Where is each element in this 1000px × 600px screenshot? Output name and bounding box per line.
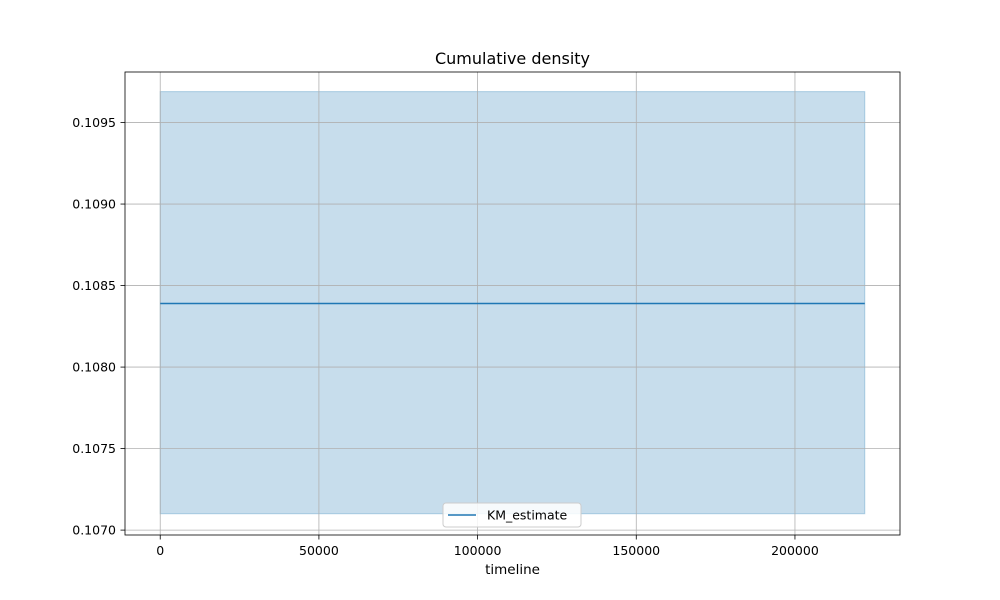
axes-frame (124, 71, 901, 536)
x-axis-label: timeline (485, 562, 540, 578)
plot-area: 0 50000 100000 150000 200000 0.1070 0.1075 0.10… (72, 71, 901, 558)
y-tick-label: 0.1090 (72, 197, 116, 212)
y-tick-label: 0.1070 (72, 523, 116, 538)
confidence-band (159, 91, 866, 515)
x-tick-label: 0 (156, 543, 164, 558)
y-tick-label: 0.1095 (72, 115, 116, 130)
x-tick-label: 50000 (299, 543, 339, 558)
x-tick-label: 150000 (612, 543, 660, 558)
legend: KM_estimate (442, 502, 582, 528)
x-tick-label: 200000 (771, 543, 819, 558)
chart-title: Cumulative density (435, 49, 590, 68)
legend-label: KM_estimate (487, 508, 568, 523)
x-tick-label: 100000 (454, 543, 502, 558)
y-tick-label: 0.1075 (72, 441, 116, 456)
y-tick-label: 0.1085 (72, 278, 116, 293)
y-tick-label: 0.1080 (72, 360, 116, 375)
legend-box (442, 502, 582, 528)
